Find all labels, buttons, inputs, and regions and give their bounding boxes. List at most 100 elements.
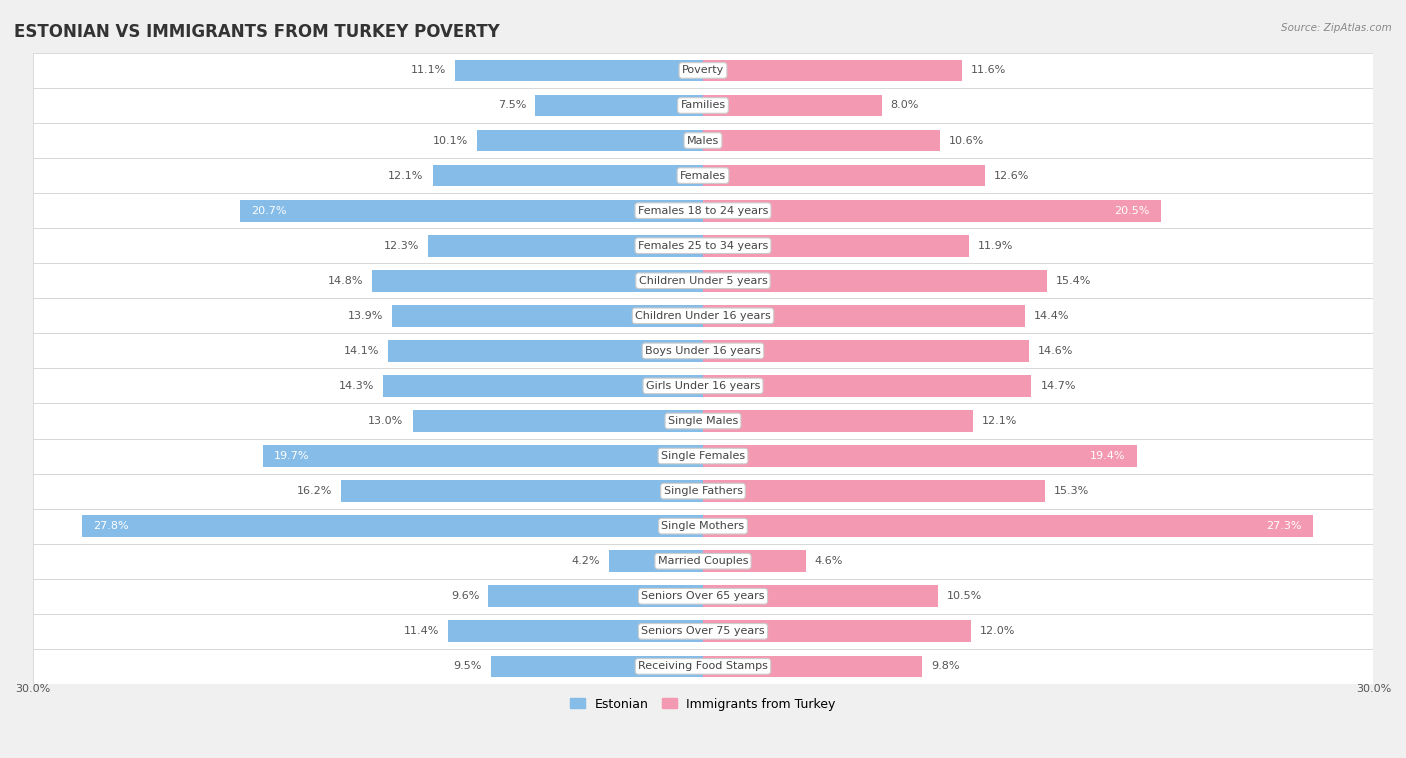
Text: 27.3%: 27.3% xyxy=(1267,522,1302,531)
Bar xyxy=(703,164,984,186)
Bar xyxy=(703,375,1032,396)
Bar xyxy=(433,164,703,186)
Text: 12.1%: 12.1% xyxy=(388,171,423,180)
Text: 4.2%: 4.2% xyxy=(572,556,600,566)
Text: 30.0%: 30.0% xyxy=(1355,684,1391,694)
Text: Females 25 to 34 years: Females 25 to 34 years xyxy=(638,241,768,251)
FancyBboxPatch shape xyxy=(32,228,1374,263)
FancyBboxPatch shape xyxy=(32,123,1374,158)
Bar xyxy=(703,585,938,607)
Text: Receiving Food Stamps: Receiving Food Stamps xyxy=(638,662,768,672)
Text: Families: Families xyxy=(681,101,725,111)
Bar xyxy=(384,375,703,396)
Text: 8.0%: 8.0% xyxy=(891,101,920,111)
Text: 4.6%: 4.6% xyxy=(814,556,844,566)
Bar xyxy=(703,270,1047,292)
Bar xyxy=(703,410,973,432)
Text: 14.1%: 14.1% xyxy=(343,346,380,356)
Text: 15.3%: 15.3% xyxy=(1054,486,1090,496)
Text: 10.6%: 10.6% xyxy=(949,136,984,146)
Text: Seniors Over 75 years: Seniors Over 75 years xyxy=(641,626,765,636)
Bar xyxy=(491,656,703,677)
FancyBboxPatch shape xyxy=(32,403,1374,439)
Bar xyxy=(388,340,703,362)
Text: Children Under 16 years: Children Under 16 years xyxy=(636,311,770,321)
Text: Children Under 5 years: Children Under 5 years xyxy=(638,276,768,286)
Bar xyxy=(342,481,703,502)
Bar xyxy=(456,60,703,81)
Text: 13.9%: 13.9% xyxy=(349,311,384,321)
Text: Single Females: Single Females xyxy=(661,451,745,461)
Bar xyxy=(703,305,1025,327)
Text: 11.6%: 11.6% xyxy=(972,65,1007,76)
Text: Married Couples: Married Couples xyxy=(658,556,748,566)
Bar xyxy=(536,95,703,116)
Text: Girls Under 16 years: Girls Under 16 years xyxy=(645,381,761,391)
Text: 19.7%: 19.7% xyxy=(274,451,309,461)
Text: 14.6%: 14.6% xyxy=(1038,346,1074,356)
Bar xyxy=(703,656,922,677)
Bar xyxy=(703,130,939,152)
Text: Males: Males xyxy=(688,136,718,146)
Bar xyxy=(703,621,972,642)
Bar xyxy=(412,410,703,432)
Bar xyxy=(373,270,703,292)
Bar xyxy=(703,550,806,572)
Bar xyxy=(703,445,1136,467)
Text: 16.2%: 16.2% xyxy=(297,486,332,496)
Bar xyxy=(703,60,962,81)
Text: 27.8%: 27.8% xyxy=(93,522,128,531)
Text: Seniors Over 65 years: Seniors Over 65 years xyxy=(641,591,765,601)
Text: 19.4%: 19.4% xyxy=(1090,451,1125,461)
FancyBboxPatch shape xyxy=(32,158,1374,193)
Text: 12.6%: 12.6% xyxy=(994,171,1029,180)
Text: 9.6%: 9.6% xyxy=(451,591,479,601)
Text: 15.4%: 15.4% xyxy=(1056,276,1091,286)
Bar xyxy=(703,200,1161,221)
Text: 9.5%: 9.5% xyxy=(453,662,482,672)
Bar xyxy=(240,200,703,221)
Bar xyxy=(82,515,703,537)
Text: 30.0%: 30.0% xyxy=(15,684,51,694)
Text: 10.5%: 10.5% xyxy=(946,591,981,601)
Bar xyxy=(429,235,703,256)
Text: 14.4%: 14.4% xyxy=(1033,311,1069,321)
FancyBboxPatch shape xyxy=(32,439,1374,474)
Bar xyxy=(392,305,703,327)
FancyBboxPatch shape xyxy=(32,649,1374,684)
FancyBboxPatch shape xyxy=(32,299,1374,334)
Text: 20.7%: 20.7% xyxy=(252,205,287,216)
Text: Single Fathers: Single Fathers xyxy=(664,486,742,496)
Text: 14.8%: 14.8% xyxy=(328,276,363,286)
FancyBboxPatch shape xyxy=(32,579,1374,614)
FancyBboxPatch shape xyxy=(32,474,1374,509)
FancyBboxPatch shape xyxy=(32,193,1374,228)
Bar xyxy=(263,445,703,467)
Bar xyxy=(449,621,703,642)
Text: Females: Females xyxy=(681,171,725,180)
FancyBboxPatch shape xyxy=(32,368,1374,403)
Text: 12.3%: 12.3% xyxy=(384,241,419,251)
Text: 9.8%: 9.8% xyxy=(931,662,959,672)
Bar xyxy=(609,550,703,572)
Text: ESTONIAN VS IMMIGRANTS FROM TURKEY POVERTY: ESTONIAN VS IMMIGRANTS FROM TURKEY POVER… xyxy=(14,23,499,41)
Text: 10.1%: 10.1% xyxy=(433,136,468,146)
Bar xyxy=(703,235,969,256)
Text: 14.3%: 14.3% xyxy=(339,381,374,391)
Text: Source: ZipAtlas.com: Source: ZipAtlas.com xyxy=(1281,23,1392,33)
Text: Poverty: Poverty xyxy=(682,65,724,76)
Bar xyxy=(477,130,703,152)
Text: 13.0%: 13.0% xyxy=(368,416,404,426)
Bar xyxy=(703,340,1029,362)
Text: 12.0%: 12.0% xyxy=(980,626,1015,636)
Text: Single Males: Single Males xyxy=(668,416,738,426)
Text: 11.4%: 11.4% xyxy=(404,626,439,636)
Text: 12.1%: 12.1% xyxy=(983,416,1018,426)
Text: 11.9%: 11.9% xyxy=(977,241,1014,251)
FancyBboxPatch shape xyxy=(32,509,1374,543)
Legend: Estonian, Immigrants from Turkey: Estonian, Immigrants from Turkey xyxy=(565,693,841,716)
FancyBboxPatch shape xyxy=(32,543,1374,579)
Bar xyxy=(488,585,703,607)
Text: Boys Under 16 years: Boys Under 16 years xyxy=(645,346,761,356)
Text: 11.1%: 11.1% xyxy=(411,65,446,76)
